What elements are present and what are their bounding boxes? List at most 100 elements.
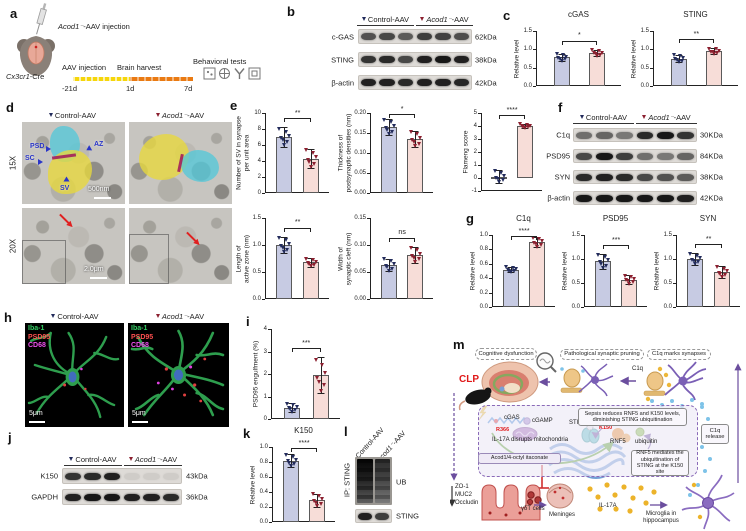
- microglia-illustration: [25, 323, 124, 427]
- chart-title: PSD95: [602, 214, 629, 223]
- data-point: [504, 265, 509, 270]
- y-tick-label: 4: [257, 158, 261, 164]
- y-tick-label: 1.0: [479, 232, 488, 238]
- data-point: [536, 237, 541, 242]
- data-point: [521, 124, 526, 129]
- blot-band: [360, 56, 376, 63]
- blot-lane: [594, 150, 614, 162]
- y-tick-label: 8: [257, 126, 261, 132]
- data-point: [628, 274, 633, 279]
- c1q-label: C1q: [632, 366, 644, 372]
- blot-lane: [122, 490, 142, 504]
- data-point: [289, 409, 294, 414]
- y-axis-label: Width of synaptic cleft (nm): [337, 232, 353, 285]
- western-blot-strip: [573, 191, 697, 205]
- y-tick-mark: [367, 299, 370, 300]
- blot-lane: [676, 129, 696, 141]
- y-tick-label: 0.20: [354, 110, 366, 116]
- data-point: [317, 379, 322, 384]
- y-tick-mark: [650, 86, 653, 87]
- y-tick-mark: [673, 259, 676, 260]
- y-tick-label: 0.0: [252, 296, 261, 302]
- blot-lane: [655, 150, 675, 162]
- blot-lane: [452, 76, 471, 89]
- blot-lane: [655, 129, 675, 141]
- y-tick-label: 4: [263, 326, 267, 332]
- kda-label: 38KDa: [700, 172, 723, 182]
- group-header-acod1-d: Acod1⁻-AAV: [140, 111, 220, 121]
- data-point: [600, 265, 605, 270]
- y-maze-icon: [234, 68, 245, 79]
- data-point: [512, 269, 517, 274]
- ub-smear-blot: [355, 457, 392, 505]
- y-tick-label: 1: [473, 162, 477, 168]
- data-point: [679, 58, 684, 63]
- y-tick-label: 2: [473, 149, 477, 155]
- muc2-label: MUC2: [455, 492, 473, 498]
- blot-band: [435, 79, 451, 86]
- bar-control: [380, 127, 397, 193]
- error-bar: [629, 274, 631, 285]
- il17a-dot: [697, 514, 703, 520]
- y-tick-mark: [262, 272, 265, 273]
- ub-label: UB: [396, 477, 407, 487]
- data-point: [391, 123, 396, 128]
- blot-row-label: β-actin: [331, 78, 354, 88]
- y-tick-mark: [262, 113, 265, 114]
- data-point: [691, 259, 696, 264]
- y-tick-label: 0.10: [354, 150, 366, 156]
- data-point: [315, 504, 320, 509]
- kda-label: 62kDa: [475, 32, 497, 42]
- y-tick-label: 10: [254, 110, 261, 116]
- data-point: [282, 143, 287, 148]
- y-tick-mark: [262, 145, 265, 146]
- blot-lane: [594, 171, 614, 183]
- significance-label: ***: [612, 236, 621, 244]
- data-point: [696, 260, 701, 265]
- inset-box: [129, 234, 169, 284]
- blot-lane: [161, 490, 181, 504]
- data-point: [674, 57, 679, 62]
- data-point: [413, 259, 418, 264]
- group-header-control-f: Control-AAV: [573, 113, 634, 124]
- y-tick-label: 0.0: [523, 83, 532, 89]
- blot-lane: [396, 30, 415, 43]
- y-tick-mark: [581, 283, 584, 284]
- blot-band: [104, 493, 121, 501]
- data-point: [290, 454, 295, 459]
- brain-icon: [481, 361, 539, 403]
- chart-axes: [481, 113, 542, 191]
- data-point: [386, 268, 391, 273]
- data-point: [713, 47, 718, 52]
- y-tick-mark: [650, 31, 653, 32]
- y-tick-label: 0.5: [571, 280, 580, 286]
- ip-sting-label: IP: STING: [342, 462, 352, 498]
- red-arrow-icon: [59, 213, 70, 225]
- data-point: [313, 500, 318, 505]
- data-point: [688, 252, 693, 257]
- r366-label: R366: [496, 427, 510, 433]
- data-point: [526, 125, 531, 130]
- y-tick-label: 1.0: [640, 46, 649, 53]
- data-point: [694, 253, 699, 258]
- em-image-15x-acod1: [129, 122, 232, 204]
- blot-band: [677, 152, 695, 160]
- y-tick-label: 0: [263, 416, 267, 422]
- data-point: [321, 383, 326, 388]
- error-bar: [320, 357, 322, 394]
- blot-lane: [359, 30, 378, 43]
- y-tick-mark: [581, 235, 584, 236]
- data-point: [535, 244, 540, 249]
- blot-band: [84, 472, 101, 480]
- kda-label: 42KDa: [700, 193, 723, 203]
- timeline-time-1d: 1d: [126, 84, 135, 93]
- y-tick-label: 0.8: [479, 246, 488, 253]
- blot-lane: [434, 30, 453, 43]
- blot-lane: [359, 76, 378, 89]
- data-point: [408, 130, 413, 135]
- y-tick-label: 0.00: [354, 190, 366, 196]
- timeline-segment-orange: [130, 77, 193, 81]
- y-tick-label: 0.4: [479, 275, 488, 282]
- blot-band: [657, 131, 674, 139]
- data-point: [385, 265, 390, 270]
